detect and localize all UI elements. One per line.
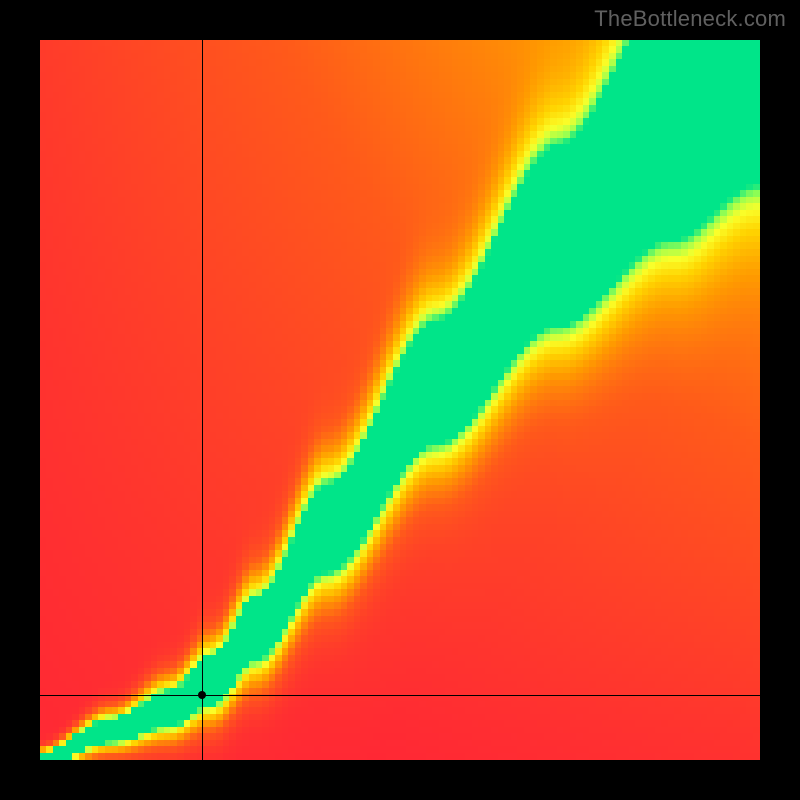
heatmap-canvas xyxy=(40,40,760,760)
chart-container: TheBottleneck.com xyxy=(0,0,800,800)
plot-area xyxy=(40,40,760,760)
watermark-label: TheBottleneck.com xyxy=(594,6,786,32)
